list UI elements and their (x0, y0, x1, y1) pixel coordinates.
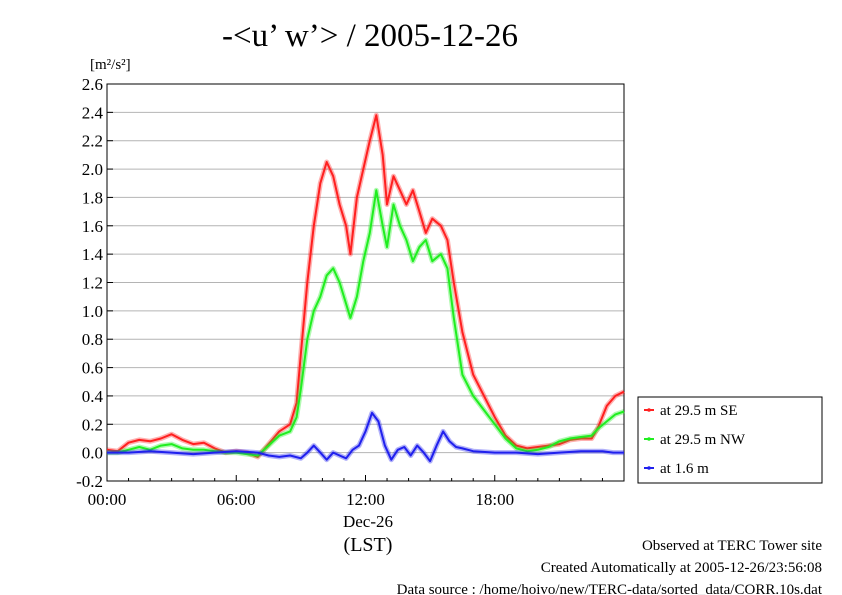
grid-lines (107, 83, 624, 482)
series-line (107, 189, 625, 457)
y-tick-label: 1.2 (82, 274, 103, 293)
y-tick-label: 0.0 (82, 444, 103, 463)
footer-site: Observed at TERC Tower site (642, 538, 822, 554)
x-tick-label: 00:00 (88, 490, 127, 509)
footer-data-source: Data source : /home/hoivo/new/TERC-data/… (397, 582, 823, 595)
legend-label: at 29.5 m NW (660, 432, 746, 448)
y-tick-label: 2.6 (82, 75, 103, 94)
legend-label: at 29.5 m SE (660, 403, 738, 419)
y-tick-label: 0.8 (82, 330, 103, 349)
legend-box (637, 396, 823, 484)
x-ticks: 00:00 06:00 12:00 18:00 (88, 475, 603, 509)
footer-created: Created Automatically at 2005-12-26/23:5… (541, 560, 822, 576)
y-tick-label: 2.2 (82, 132, 103, 151)
y-tick-label: 0.2 (82, 415, 103, 434)
y-tick-label: 0.6 (82, 359, 103, 378)
legend: at 29.5 m SE at 29.5 m NW at 1.6 m (637, 396, 823, 484)
y-tick-label: 1.4 (82, 245, 104, 264)
y-tick-label: -0.2 (76, 472, 103, 491)
chart-title: -<u’ w’> / 2005-12-26 (222, 18, 518, 54)
series-lines (106, 112, 626, 464)
series-halo (107, 187, 625, 458)
y-tick-label: 1.8 (82, 188, 103, 207)
legend-marker (647, 466, 651, 470)
legend-label: at 1.6 m (660, 461, 709, 477)
time-zone-label: (LST) (344, 534, 393, 556)
y-tick-label: 2.4 (82, 103, 104, 122)
x-tick-label: 06:00 (217, 490, 256, 509)
y-tick-label: 1.6 (82, 217, 103, 236)
x-tick-label: 12:00 (346, 490, 385, 509)
x-tick-label: 18:00 (475, 490, 514, 509)
y-ticks: -0.2 0.0 0.2 0.4 0.6 0.8 1.0 1.2 1.4 1.6 1.8 2.0 2.2… (76, 75, 113, 491)
series-halo (106, 112, 626, 460)
date-label: Dec-26 (343, 512, 393, 531)
series-line (106, 114, 625, 458)
y-tick-label: 2.0 (82, 160, 103, 179)
series-line (107, 411, 624, 463)
y-tick-label: 1.0 (82, 302, 103, 321)
legend-marker (647, 437, 651, 441)
legend-marker (647, 408, 651, 412)
y-axis-label: [m²/s²] (90, 57, 131, 73)
y-tick-label: 0.4 (82, 387, 104, 406)
